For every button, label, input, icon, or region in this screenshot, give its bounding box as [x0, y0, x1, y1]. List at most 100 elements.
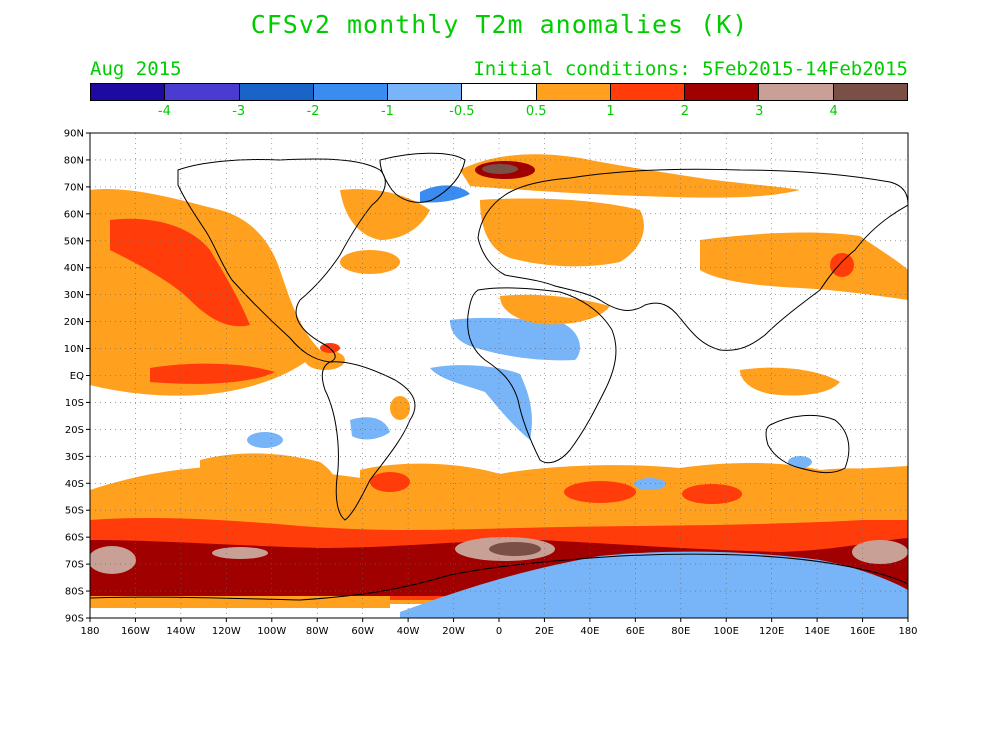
south-pacific-warm — [200, 453, 337, 501]
australia-outline — [765, 415, 850, 474]
colorbar-swatch — [313, 84, 389, 100]
colorbar-swatch — [165, 84, 240, 100]
south-atlantic-red — [370, 472, 410, 492]
colorbar-tick-label: 4 — [829, 104, 838, 119]
colorbar-tick-label: -0.5 — [449, 104, 475, 119]
southern-ocean-peak — [489, 542, 541, 556]
longitude-label: 100W — [257, 626, 286, 637]
longitude-label: 140W — [166, 626, 195, 637]
longitude-label: 60W — [351, 626, 374, 637]
longitude-label: 60E — [626, 626, 645, 637]
antarctica-outline — [90, 553, 908, 601]
longitude-label: 180 — [898, 626, 917, 637]
latitude-label: 70S — [65, 560, 84, 571]
longitude-label: 120W — [212, 626, 241, 637]
eurasia-outline — [477, 168, 908, 351]
latitude-label: 80S — [65, 587, 84, 598]
north-atlantic-warm — [340, 189, 430, 240]
longitude-label: 80W — [306, 626, 329, 637]
sahara-warm — [500, 294, 610, 325]
west-antarctic-max — [90, 546, 136, 574]
barents-sea-peak — [482, 164, 518, 174]
latitude-label: 90S — [65, 614, 84, 625]
colorbar-swatch — [388, 84, 463, 100]
tropical-atlantic-cold — [450, 317, 580, 361]
longitude-label: 120E — [759, 626, 784, 637]
colorbar-tick-label: 2 — [680, 104, 690, 119]
longitude-label: 20E — [535, 626, 554, 637]
colorbar — [90, 83, 908, 101]
pacific-sector-max — [212, 547, 268, 559]
colorbar-swatch — [239, 84, 314, 100]
latitude-label: EQ — [70, 371, 84, 382]
longitude-label: 80E — [671, 626, 690, 637]
colorbar-tick-label: -3 — [232, 104, 246, 119]
initial-conditions-label: Initial conditions: 5Feb2015-14Feb2015 — [473, 58, 908, 80]
valid-month-label: Aug 2015 — [90, 58, 182, 80]
anomaly-fields — [90, 154, 908, 618]
colorbar-tick-label: -1 — [380, 104, 394, 119]
antarctica-cold-region — [400, 551, 908, 618]
australia-cold — [788, 456, 812, 468]
colorbar-tick-label: -2 — [306, 104, 320, 119]
colorbar-swatch — [91, 84, 166, 100]
brazil-cold — [350, 417, 390, 440]
colorbar-swatch — [685, 84, 760, 100]
latitude-label: 70N — [64, 182, 84, 193]
africa-outline — [467, 287, 617, 464]
longitude-label: 40W — [397, 626, 420, 637]
south-indian-cold — [634, 478, 666, 490]
japan-red-anomaly — [830, 253, 854, 277]
ross-sea-max — [852, 540, 908, 564]
graticule — [90, 133, 908, 618]
south-indian-red-east — [682, 484, 742, 504]
colorbar-swatch — [759, 84, 834, 100]
latitude-label: 10N — [64, 344, 84, 355]
colorbar-swatch — [462, 84, 537, 100]
latitude-label: 20N — [64, 317, 84, 328]
longitude-label: 180 — [80, 626, 99, 637]
latitude-labels: 90N 80N 70N 60N 50N 40N 30N 20N 10N EQ 10S 20S 30S 40… — [64, 129, 90, 625]
indian-ocean-warm — [740, 367, 840, 396]
colorbar-tick-label: 0.5 — [525, 104, 547, 119]
colorbar-swatch — [610, 84, 686, 100]
latitude-label: 50S — [65, 506, 84, 517]
colorbar-swatch — [536, 84, 611, 100]
latitude-label: 40S — [65, 479, 84, 490]
latitude-label: 90N — [64, 129, 84, 140]
latitude-label: 10S — [65, 398, 84, 409]
longitude-label: 40E — [580, 626, 599, 637]
longitude-label: 20W — [442, 626, 465, 637]
colorbar-tick-label: 1 — [606, 104, 615, 119]
longitude-labels: 180 160W 140W 120W 100W 80W 60W 40W 20W 0 20E 40E 60… — [80, 618, 918, 637]
greenland-cold — [420, 185, 470, 203]
south-indian-red — [564, 481, 636, 503]
longitude-label: 100E — [714, 626, 739, 637]
latitude-label: 20S — [65, 425, 84, 436]
equatorial-pacific-red — [150, 363, 275, 384]
longitude-label: 0 — [496, 626, 502, 637]
latitude-label: 30S — [65, 452, 84, 463]
latitude-label: 30N — [64, 290, 84, 301]
south-pacific-cold — [247, 432, 283, 448]
longitude-label: 160E — [850, 626, 875, 637]
colorbar-labels: -4 -3 -2 -1 -0.5 0.5 1 2 3 4 — [90, 104, 908, 122]
colorbar-tick-label: 3 — [755, 104, 764, 119]
latitude-label: 60S — [65, 533, 84, 544]
south-america-outline — [321, 361, 416, 521]
eurasia-warm — [480, 198, 644, 267]
longitude-label: 160W — [121, 626, 150, 637]
south-atlantic-cold — [430, 365, 532, 440]
colorbar-tick-label: -4 — [157, 104, 171, 119]
latitude-label: 60N — [64, 209, 84, 220]
gulf-stream-warm — [340, 250, 400, 274]
longitude-label: 140E — [804, 626, 829, 637]
ne-pacific-red — [110, 218, 250, 327]
latitude-label: 40N — [64, 263, 84, 274]
map-title: CFSv2 monthly T2m anomalies (K) — [250, 10, 749, 39]
greenland-outline — [379, 152, 466, 203]
latitude-label: 80N — [64, 155, 84, 166]
colorbar-swatch — [833, 84, 907, 100]
latitude-label: 50N — [64, 236, 84, 247]
